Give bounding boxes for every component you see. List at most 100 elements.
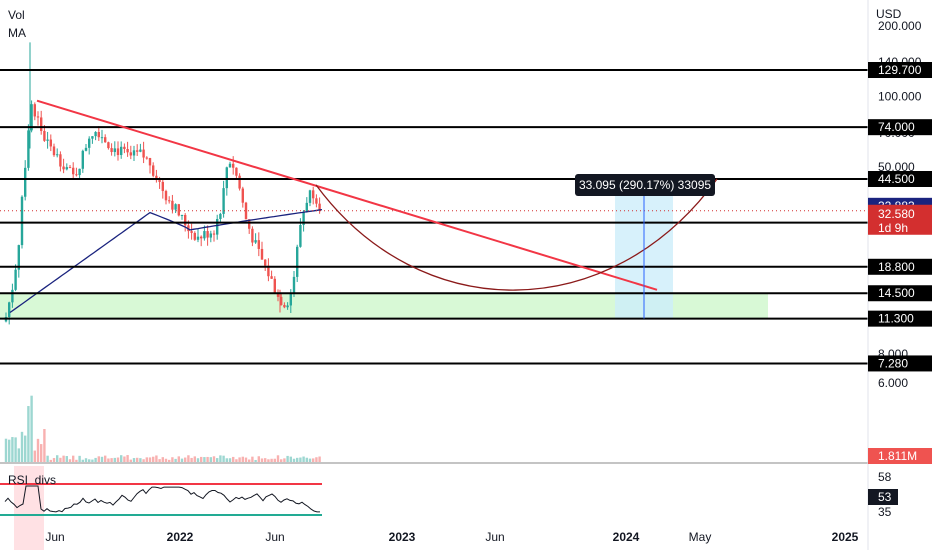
candle-body-69 — [225, 167, 228, 189]
volume-bar-1 — [8, 439, 11, 462]
volume-bar-42 — [139, 458, 142, 462]
volume-bar-87 — [283, 458, 286, 462]
candle-body-61 — [200, 236, 203, 239]
volume-bar-14 — [49, 459, 52, 462]
candle-body-24 — [81, 150, 84, 169]
candle-body-22 — [75, 174, 78, 176]
level-tag-5: 14.500 — [878, 286, 915, 300]
candle-body-98 — [318, 203, 321, 211]
candle-body-38 — [126, 149, 129, 153]
candle-body-67 — [219, 213, 222, 219]
candle-body-20 — [68, 167, 72, 169]
volume-bar-22 — [75, 459, 78, 462]
candle-body-82 — [267, 265, 270, 277]
candle-body-95 — [308, 190, 312, 203]
candle-body-62 — [203, 231, 206, 239]
volume-bar-50 — [164, 458, 168, 462]
candle-body-71 — [232, 163, 235, 168]
candle-body-17 — [59, 154, 62, 167]
candle-body-42 — [139, 149, 142, 152]
volume-bar-67 — [219, 455, 222, 462]
volume-bar-91 — [296, 457, 299, 462]
volume-bar-57 — [187, 455, 190, 462]
candle-body-77 — [251, 228, 254, 243]
volume-bar-58 — [190, 457, 193, 462]
candle-body-15 — [52, 146, 56, 156]
candle-body-96 — [312, 190, 315, 199]
volume-bar-71 — [232, 456, 235, 462]
volume-bar-2 — [11, 437, 14, 462]
projection-curve — [315, 178, 718, 291]
candle-body-34 — [113, 148, 116, 153]
candle-body-92 — [299, 224, 302, 247]
volume-bar-48 — [158, 459, 161, 462]
volume-bar-32 — [107, 458, 110, 462]
candle-body-88 — [286, 305, 289, 308]
candle-body-63 — [206, 231, 209, 238]
candle-body-25 — [84, 147, 88, 151]
volume-bar-59 — [193, 456, 196, 462]
candle-body-85 — [276, 293, 280, 297]
candle-body-8 — [30, 104, 33, 131]
candle-body-3 — [14, 269, 17, 290]
candle-body-53 — [174, 204, 177, 210]
volume-bar-62 — [203, 457, 206, 462]
volume-tag: 1.811M — [878, 449, 917, 463]
level-tag-1: 74.000 — [878, 120, 915, 134]
volume-bar-89 — [289, 456, 292, 462]
candle-body-78 — [254, 240, 257, 243]
volume-bar-65 — [212, 456, 216, 462]
volume-bar-84 — [273, 458, 276, 462]
price-tick-7: 6.000 — [878, 376, 908, 390]
candle-body-91 — [296, 246, 299, 277]
volume-bar-23 — [78, 455, 81, 462]
volume-bar-7 — [27, 406, 30, 462]
volume-bar-33 — [110, 458, 113, 462]
measure-label-box — [575, 174, 715, 196]
time-tick-3: 2023 — [389, 530, 416, 544]
time-tick-0: Jun — [45, 530, 64, 544]
volume-bar-31 — [104, 455, 107, 462]
candle-body-66 — [216, 218, 219, 235]
volume-bar-21 — [72, 455, 75, 462]
volume-bar-13 — [46, 455, 49, 462]
level-tag-0: 129.700 — [878, 63, 922, 77]
price-tick-0: 200.000 — [878, 19, 922, 33]
volume-bar-69 — [225, 458, 228, 462]
candle-body-36 — [120, 146, 123, 156]
price-tick-4: 50.000 — [878, 160, 915, 174]
level-tag-2: 44.500 — [878, 172, 915, 186]
volume-bar-6 — [24, 435, 27, 462]
time-tick-4: Jun — [485, 530, 504, 544]
candle-body-9 — [33, 104, 36, 117]
candle-body-29 — [97, 132, 100, 138]
candle-body-70 — [228, 163, 232, 168]
volume-bar-12 — [43, 429, 46, 462]
level-tag-6: 11.300 — [878, 312, 914, 326]
candle-body-73 — [238, 175, 241, 189]
volume-legend-label: Vol — [8, 8, 25, 22]
volume-bar-30 — [100, 456, 104, 462]
candle-body-74 — [241, 188, 244, 203]
volume-bar-63 — [206, 456, 209, 462]
candle-body-72 — [235, 167, 238, 176]
volume-bar-85 — [276, 455, 280, 462]
candle-body-19 — [65, 167, 68, 170]
volume-bar-95 — [308, 458, 312, 462]
candle-body-93 — [302, 211, 305, 225]
time-tick-6: May — [689, 530, 712, 544]
candle-body-52 — [171, 200, 174, 210]
candle-body-58 — [190, 231, 193, 233]
volume-bar-88 — [286, 455, 289, 462]
currency-label: USD — [876, 7, 902, 21]
volume-bar-37 — [123, 456, 126, 462]
level-tag-0-box — [868, 62, 932, 79]
volume-bar-26 — [88, 459, 91, 462]
candle-body-11 — [40, 117, 43, 131]
volume-bar-55 — [180, 458, 184, 462]
candle-body-23 — [78, 168, 81, 176]
volume-bar-80 — [260, 458, 264, 462]
volume-bar-0 — [4, 438, 8, 462]
candle-body-4 — [17, 245, 20, 270]
